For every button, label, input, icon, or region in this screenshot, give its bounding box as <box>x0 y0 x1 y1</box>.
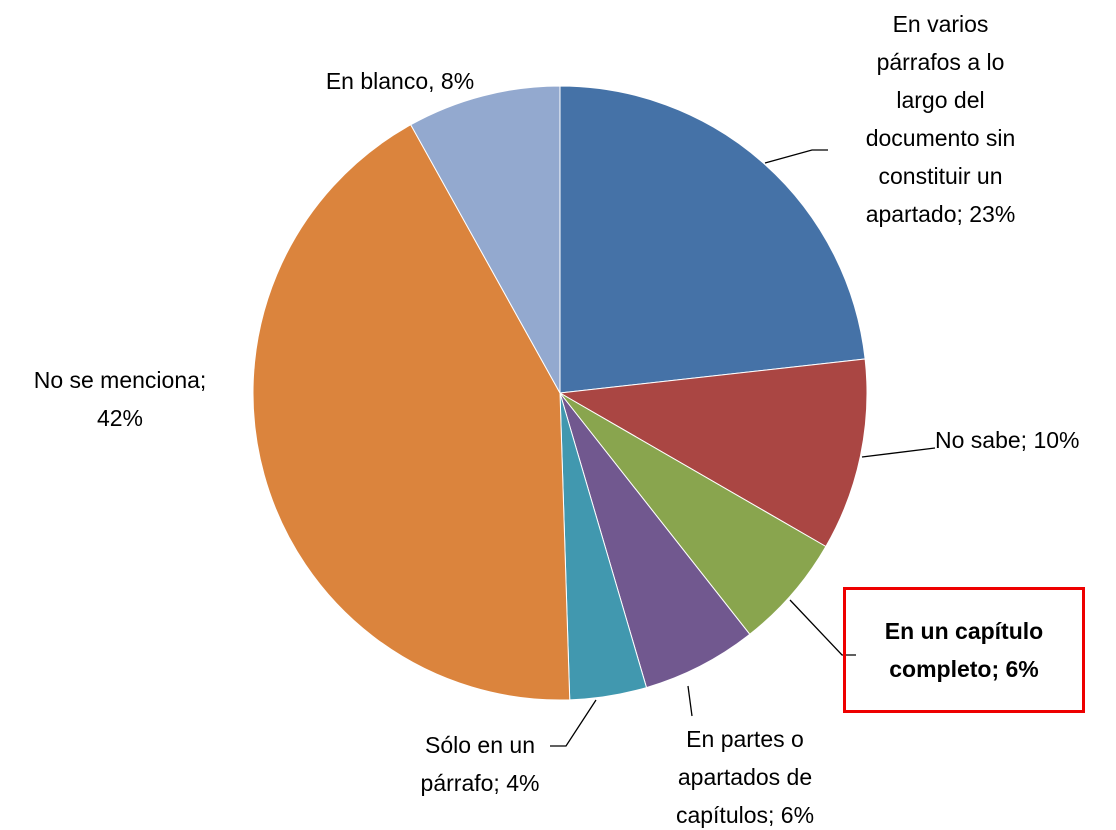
data-label: No sabe; 10% <box>935 427 1080 453</box>
leader-line <box>764 149 828 164</box>
pie-slice <box>410 85 561 395</box>
leader-line <box>550 699 597 747</box>
data-label: No se menciona; 42% <box>33 367 207 431</box>
leader-line <box>687 685 693 717</box>
data-label: En blanco, 8% <box>325 68 475 94</box>
leader-line <box>789 599 856 656</box>
leader-line <box>861 447 936 458</box>
pie-slice <box>559 85 866 394</box>
data-label: En un capítulo completo; 6% <box>843 587 1085 713</box>
data-label: Sólo en un párrafo; 4% <box>420 732 540 796</box>
pie-slice <box>559 392 827 636</box>
data-label: En partes o apartados de capítulos; 6% <box>675 726 815 828</box>
data-label: En varios párrafos a lo largo del docume… <box>865 11 1016 227</box>
pie-slice <box>559 392 751 689</box>
pie-slice <box>558 358 868 548</box>
slices <box>252 85 868 701</box>
